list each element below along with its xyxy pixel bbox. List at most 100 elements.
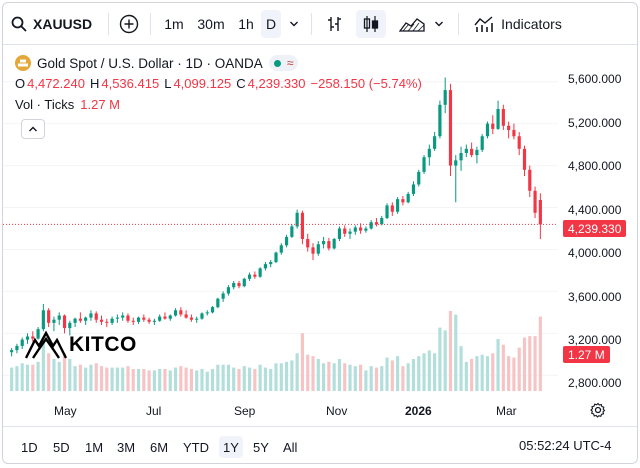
- candle-body: [348, 231, 352, 234]
- volume-bar: [411, 359, 416, 391]
- volume-bar: [359, 364, 363, 391]
- toolbar-divider: [108, 13, 109, 35]
- volume-bar: [158, 369, 162, 391]
- volume-bar: [263, 367, 268, 391]
- volume-bar: [173, 367, 178, 391]
- interval-d[interactable]: D: [261, 10, 281, 38]
- range-5y[interactable]: 5Y: [253, 439, 269, 455]
- candle-body: [25, 336, 30, 340]
- candle-body: [168, 315, 172, 319]
- volume-bar: [94, 363, 98, 391]
- volume-bar: [396, 356, 400, 391]
- volume-bar: [147, 370, 151, 391]
- volume-bar: [115, 367, 119, 391]
- price-chart[interactable]: [3, 46, 637, 426]
- candle-body: [300, 212, 305, 239]
- candle-body: [311, 247, 315, 254]
- candle-body: [57, 315, 61, 320]
- chart-settings-button[interactable]: [589, 401, 607, 419]
- volume-bar: [200, 369, 204, 391]
- range-1m[interactable]: 1M: [85, 439, 104, 455]
- volume-bar: [121, 367, 125, 391]
- candle-body: [475, 149, 479, 156]
- candles-chart-type-button[interactable]: [356, 10, 386, 38]
- indicators-button[interactable]: Indicators: [468, 10, 568, 38]
- candle-body: [380, 218, 384, 225]
- volume-bar: [78, 364, 82, 391]
- volume-bar: [343, 363, 347, 391]
- volume-bar: [253, 369, 257, 391]
- candle-body: [52, 319, 56, 323]
- candle-body: [470, 148, 474, 156]
- volume-bar: [184, 367, 188, 391]
- indicators-icon: [474, 16, 493, 32]
- volume-bar: [216, 364, 220, 391]
- interval-dropdown[interactable]: [285, 10, 303, 38]
- price-tick: 4,400.000: [568, 203, 622, 217]
- range-6m[interactable]: 6M: [150, 439, 169, 455]
- candle-body: [459, 153, 463, 161]
- candle-body: [47, 310, 51, 323]
- range-3m[interactable]: 3M: [117, 439, 136, 455]
- volume-bar: [89, 364, 93, 391]
- collapse-legend-button[interactable]: [21, 119, 45, 139]
- volume-bar: [10, 367, 14, 391]
- volume-bar: [332, 363, 336, 391]
- range-all[interactable]: All: [283, 439, 298, 455]
- volume-bar: [464, 361, 468, 391]
- interval-1h[interactable]: 1h: [238, 16, 254, 32]
- volume-bar: [475, 356, 479, 391]
- compare-symbol-button[interactable]: [116, 10, 142, 38]
- volume-bar: [448, 311, 453, 391]
- candle-body: [374, 222, 379, 225]
- volume-bar: [279, 363, 283, 391]
- volume-bar: [168, 370, 172, 391]
- interval-1m[interactable]: 1m: [164, 16, 184, 32]
- volume-bar: [110, 367, 114, 391]
- volume-bar: [491, 353, 495, 391]
- volume-bar: [459, 346, 463, 391]
- candle-body: [73, 318, 77, 323]
- delayed-data-icon: ≈: [286, 56, 294, 70]
- volume-bar: [68, 359, 72, 391]
- area-chart-type-button[interactable]: [395, 10, 429, 38]
- interval-30m[interactable]: 30m: [197, 16, 225, 32]
- chart-type-dropdown[interactable]: [431, 10, 447, 38]
- candle-body: [253, 274, 257, 277]
- candle-body: [274, 252, 278, 263]
- candle-body: [36, 329, 40, 339]
- volume-bar: [232, 367, 236, 391]
- candle-body: [533, 190, 537, 213]
- volume-bar: [226, 364, 231, 391]
- bar-chart-type-button[interactable]: [321, 10, 349, 38]
- toolbar-divider: [150, 13, 151, 35]
- range-5d[interactable]: 5D: [53, 439, 70, 455]
- candle-body: [10, 350, 14, 353]
- candle-body: [401, 199, 405, 203]
- market-status-pill[interactable]: ≈: [268, 55, 299, 71]
- candle-body: [263, 264, 268, 269]
- price-tick: 4,800.000: [568, 159, 622, 173]
- price-tick: 2,800.000: [568, 376, 622, 390]
- range-ytd[interactable]: YTD: [183, 439, 209, 455]
- close-key: C: [236, 76, 246, 91]
- change-value: −258.150 (−5.74%): [310, 76, 422, 91]
- candle-body: [173, 310, 178, 316]
- candle-body: [89, 313, 93, 318]
- volume-bar: [195, 370, 199, 391]
- candle-body: [237, 283, 241, 287]
- candle-body: [147, 319, 151, 322]
- symbol-search[interactable]: XAUUSD: [9, 10, 105, 38]
- candlesticks: [10, 77, 542, 357]
- clock-timezone[interactable]: 05:52:24 UTC-4: [519, 438, 612, 453]
- range-1y[interactable]: 1Y: [219, 436, 243, 458]
- volume-bar: [25, 364, 30, 391]
- candle-body: [417, 171, 421, 185]
- candle-body: [179, 310, 183, 315]
- candle-body: [359, 227, 363, 231]
- legend-ohlc-row: O 4,472.240 H 4,536.415 L 4,099.125 C 4,239.…: [15, 76, 425, 91]
- candle-body: [94, 313, 98, 320]
- range-1d[interactable]: 1D: [21, 439, 38, 455]
- price-tick: 4,000.000: [568, 246, 622, 260]
